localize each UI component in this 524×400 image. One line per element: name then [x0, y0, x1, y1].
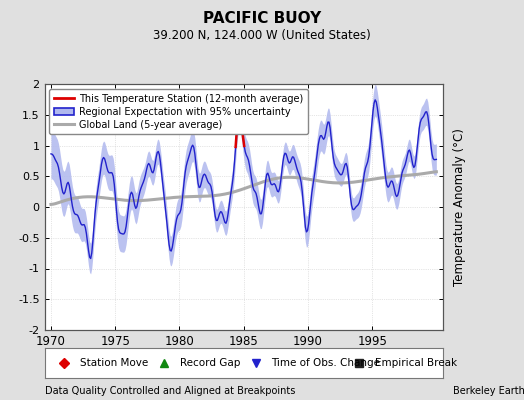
Text: 39.200 N, 124.000 W (United States): 39.200 N, 124.000 W (United States)	[153, 29, 371, 42]
Text: Station Move: Station Move	[80, 358, 149, 368]
Legend: This Temperature Station (12-month average), Regional Expectation with 95% uncer: This Temperature Station (12-month avera…	[49, 89, 308, 134]
Y-axis label: Temperature Anomaly (°C): Temperature Anomaly (°C)	[453, 128, 466, 286]
Text: Record Gap: Record Gap	[180, 358, 241, 368]
Text: Empirical Break: Empirical Break	[375, 358, 457, 368]
Text: Berkeley Earth: Berkeley Earth	[453, 386, 524, 396]
Text: Data Quality Controlled and Aligned at Breakpoints: Data Quality Controlled and Aligned at B…	[45, 386, 295, 396]
Text: PACIFIC BUOY: PACIFIC BUOY	[203, 11, 321, 26]
Text: Time of Obs. Change: Time of Obs. Change	[271, 358, 380, 368]
